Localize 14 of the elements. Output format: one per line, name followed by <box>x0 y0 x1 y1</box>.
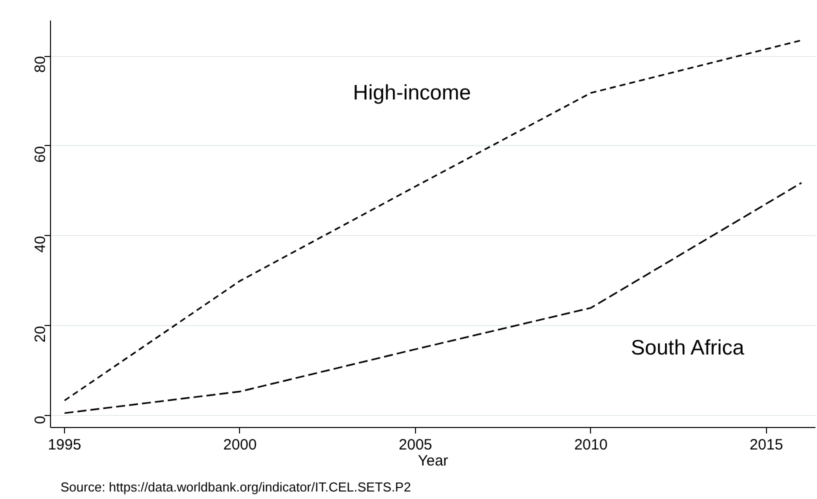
y-tick-label: 80 <box>32 56 49 73</box>
source-note: Source: https://data.worldbank.org/indicator/IT.CEL.SETS.P2 <box>60 480 411 494</box>
y-tick-label: 20 <box>32 326 49 343</box>
y-tick-label: 40 <box>32 236 49 253</box>
x-tick-label: 2015 <box>750 436 784 454</box>
x-axis-title: Year <box>418 452 448 470</box>
x-tick-label: 2000 <box>223 436 257 454</box>
x-tick-label: 2005 <box>398 436 432 454</box>
y-tick-label: 60 <box>32 146 49 163</box>
text: High-income <box>353 81 471 104</box>
y-tick-label: 0 <box>32 416 49 424</box>
x-tick-label: 2010 <box>574 436 608 454</box>
text: South Africa <box>630 336 744 360</box>
x-tick-label: 1995 <box>48 436 82 454</box>
